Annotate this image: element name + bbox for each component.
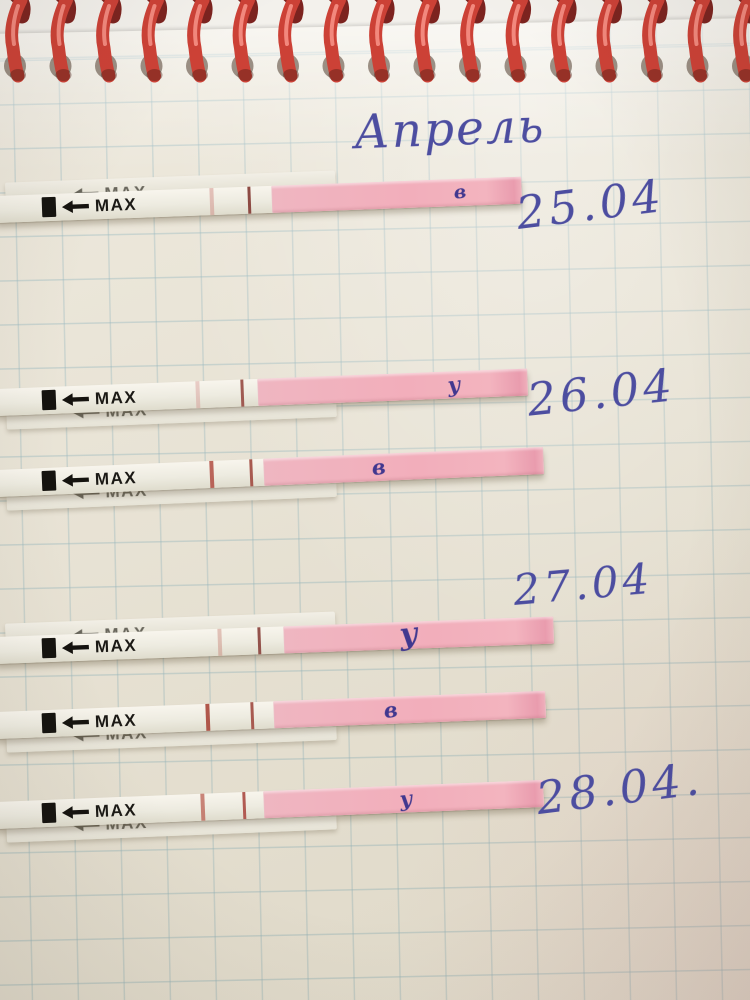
spiral-coil [283,69,299,81]
test-line [209,188,215,216]
max-marker-square [41,196,57,218]
max-marker-square [41,389,57,411]
max-marker-square [41,637,57,659]
max-label: MAX [94,467,138,489]
max-marker-square [41,470,57,492]
spiral-coil [10,69,26,81]
strip-letter: у [397,615,420,653]
max-arrow-icon [61,473,90,487]
graph-grid [0,17,750,1000]
spiral-coil [101,69,117,81]
spiral-coil [237,69,254,81]
max-label: MAX [94,635,138,656]
control-line [242,791,247,820]
max-arrow-icon [61,200,90,214]
max-label: MAX [94,710,138,731]
strip-letter: у [398,784,414,812]
strip-letter: в [370,453,387,480]
max-arrow-icon [61,805,90,819]
test-line [209,460,215,489]
month-title: Апрель [353,98,547,161]
spiral-coil [419,69,436,81]
spiral-coil [55,69,72,81]
control-line [247,186,252,214]
spiral-coil [601,69,618,81]
spiral-coil [647,69,663,81]
test-line [200,793,206,821]
spiral-coil [692,69,709,81]
spiral-binding [4,0,750,83]
max-label: MAX [94,194,138,215]
strip-letter: в [452,180,468,204]
test-line [195,381,201,409]
notebook-paper [0,17,750,1000]
max-marker-square [41,712,57,734]
control-line [240,379,245,407]
strip-letter: в [382,696,399,723]
test-line [205,703,211,731]
control-line [250,702,255,730]
max-arrow-icon [61,392,90,406]
max-label: MAX [94,799,138,821]
spiral-coil [374,69,390,81]
spiral-coil [556,69,572,81]
spiral-coil [146,69,163,81]
test-line [217,628,223,656]
spiral-coil [192,69,208,81]
strip-letter: у [446,370,462,398]
max-marker-square [41,802,57,824]
spiral-coil [510,69,527,81]
control-line [257,627,262,655]
spiral-coil [465,69,481,81]
spiral-coil [328,69,345,81]
max-label: MAX [94,387,138,408]
max-arrow-icon [61,641,90,655]
max-arrow-icon [61,715,90,729]
control-line [249,459,254,487]
